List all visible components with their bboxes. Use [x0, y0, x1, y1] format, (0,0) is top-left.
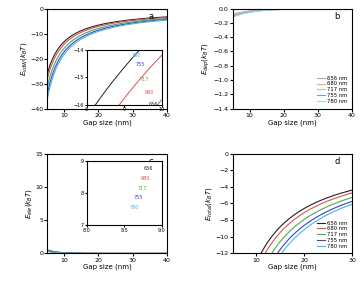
Y-axis label: $E_{ele}$($k_BT$): $E_{ele}$($k_BT$): [24, 188, 34, 219]
Y-axis label: $E_{total}$($k_BT$): $E_{total}$($k_BT$): [204, 186, 214, 221]
X-axis label: Gap size (nm): Gap size (nm): [83, 264, 131, 270]
Text: d: d: [334, 156, 339, 166]
Text: c: c: [149, 156, 154, 166]
Y-axis label: $E_{vdW}$($k_BT$): $E_{vdW}$($k_BT$): [19, 41, 29, 76]
Text: b: b: [334, 12, 339, 21]
X-axis label: Gap size (nm): Gap size (nm): [268, 264, 317, 270]
X-axis label: Gap size (nm): Gap size (nm): [83, 119, 131, 126]
Legend: 656 nm, 680 nm, 717 nm, 755 nm, 780 nm: 656 nm, 680 nm, 717 nm, 755 nm, 780 nm: [315, 218, 350, 251]
Y-axis label: $E_{dep}$($k_BT$): $E_{dep}$($k_BT$): [200, 42, 212, 75]
X-axis label: Gap size (nm): Gap size (nm): [268, 119, 317, 126]
Legend: 656 nm, 680 nm, 717 nm, 755 nm, 780 nm: 656 nm, 680 nm, 717 nm, 755 nm, 780 nm: [315, 73, 350, 106]
Text: a: a: [149, 12, 154, 21]
